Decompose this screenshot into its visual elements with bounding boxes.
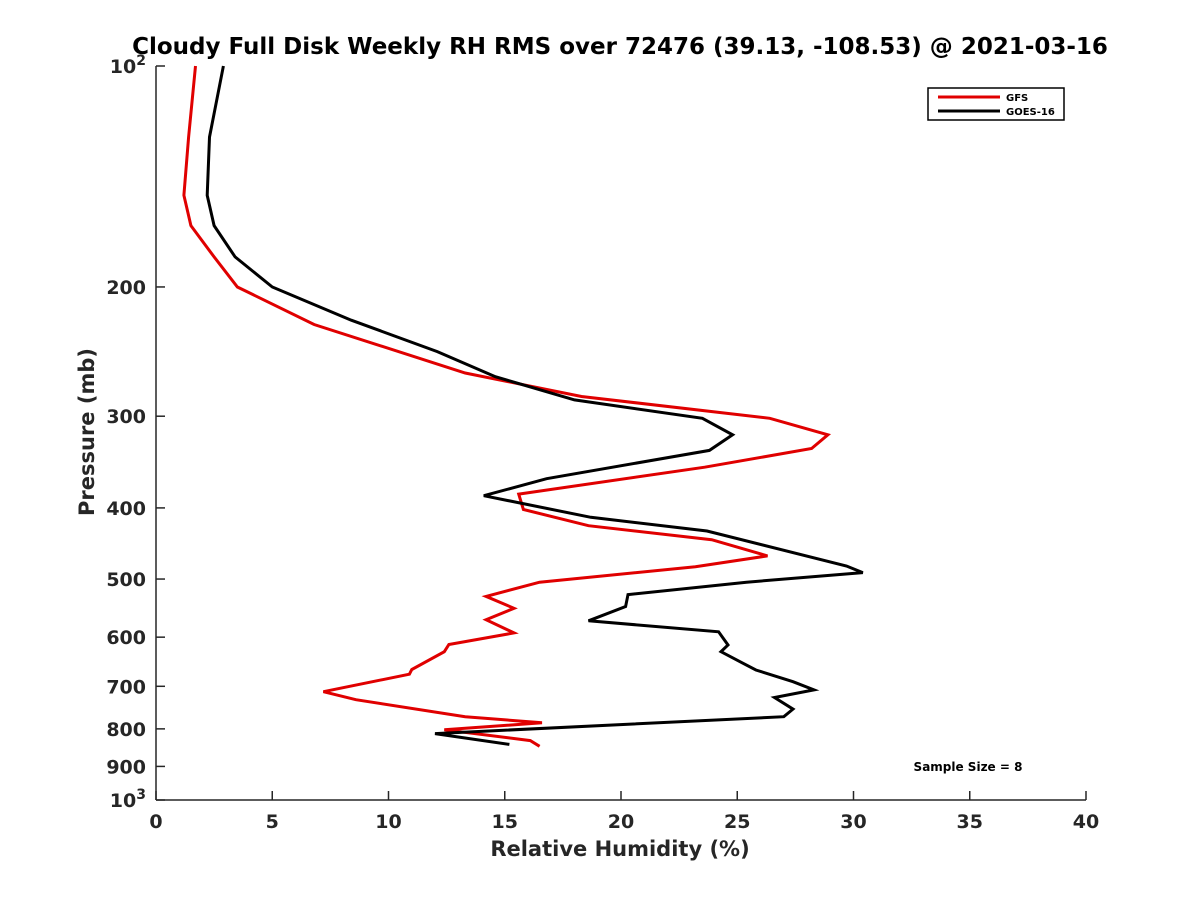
- y-tick-label: 700: [106, 676, 146, 698]
- y-tick-label: 102: [110, 53, 146, 78]
- y-tick-label: 400: [106, 498, 146, 520]
- axes: 0 5 10 15 20 25 30 35 40 102 200 300 400 500 600 700 800…: [106, 53, 1099, 833]
- chart-title: Cloudy Full Disk Weekly RH RMS over 7247…: [132, 34, 1108, 60]
- legend-label: GFS: [1006, 93, 1028, 104]
- x-tick-label: 40: [1073, 811, 1099, 833]
- x-tick-label: 25: [724, 811, 750, 833]
- y-tick-label: 900: [106, 756, 146, 778]
- y-tick-label: 103: [110, 787, 146, 812]
- y-tick-label: 500: [106, 569, 146, 591]
- x-tick-label: 20: [608, 811, 634, 833]
- x-tick-label: 30: [840, 811, 866, 833]
- sample-size-annotation: Sample Size = 8: [914, 760, 1023, 774]
- y-tick-label: 300: [106, 406, 146, 428]
- series-line-gfs: [182, 65, 832, 748]
- y-tick-label: 600: [106, 627, 146, 649]
- legend: GFS GOES-16: [927, 87, 1065, 121]
- x-axis-label: Relative Humidity (%): [490, 837, 749, 861]
- x-tick-label: 5: [266, 811, 279, 833]
- series-line-goes-16: [205, 65, 864, 746]
- x-tick-label: 0: [149, 811, 162, 833]
- y-axis-label: Pressure (mb): [75, 348, 99, 516]
- y-tick-label: 200: [106, 277, 146, 299]
- y-tick-label: 800: [106, 719, 146, 741]
- x-tick-label: 10: [375, 811, 401, 833]
- x-tick-label: 15: [492, 811, 518, 833]
- legend-label: GOES-16: [1006, 107, 1055, 118]
- x-tick-label: 35: [957, 811, 983, 833]
- legend-box: [927, 87, 1065, 121]
- series-lines: [182, 65, 864, 748]
